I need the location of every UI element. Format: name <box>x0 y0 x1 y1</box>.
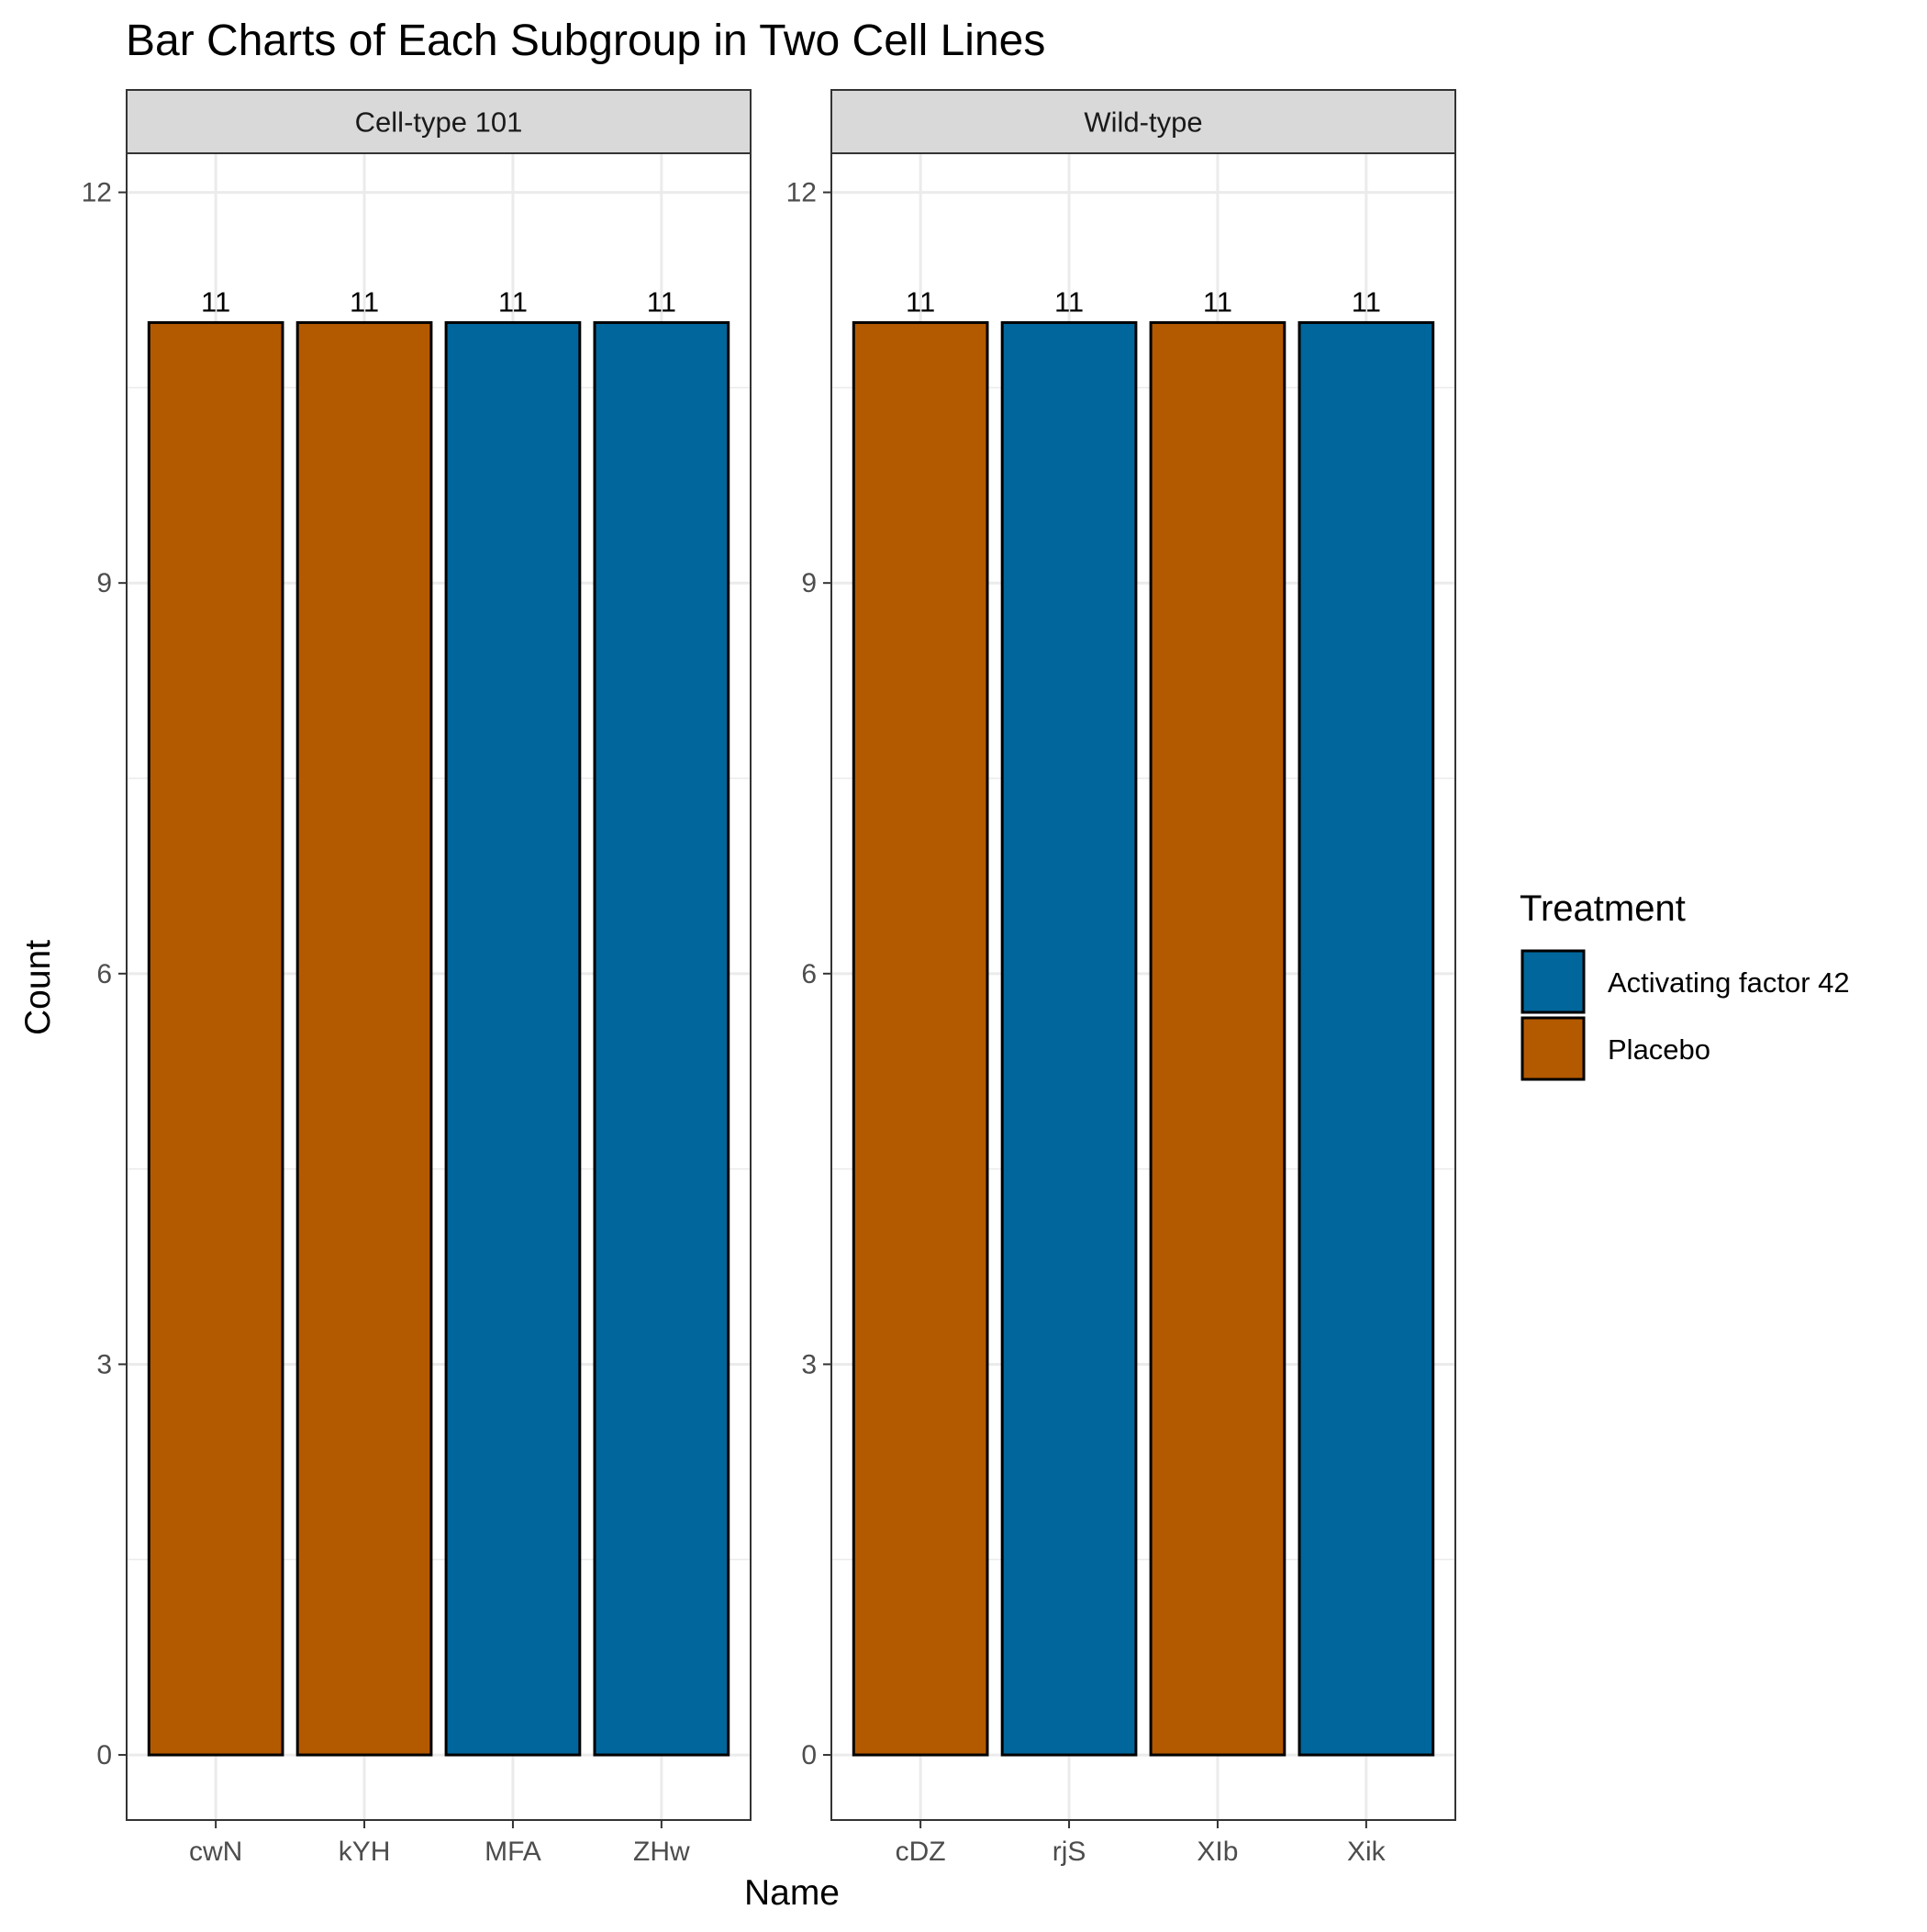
y-tick-label: 3 <box>96 1349 112 1379</box>
bar-value-label: 11 <box>1203 285 1232 318</box>
x-axis-title: Name <box>744 1873 840 1913</box>
legend-label: Placebo <box>1608 1033 1710 1066</box>
x-tick-label: XIb <box>1197 1837 1238 1867</box>
y-tick-label: 9 <box>96 568 112 598</box>
bar-ZHw <box>593 320 730 1757</box>
y-tick-label: 9 <box>801 568 817 598</box>
y-tick-label: 6 <box>96 959 112 989</box>
facet-strip-label: Cell-type 101 <box>355 106 523 139</box>
bar-value-label: 11 <box>1352 285 1381 318</box>
y-tick-label: 12 <box>82 178 112 208</box>
legend-key-1 <box>1520 1016 1586 1081</box>
x-tick-label: MFA <box>485 1837 541 1867</box>
bar-value-label: 11 <box>201 285 230 318</box>
bar-kYH <box>295 320 433 1757</box>
facet-strip-label: Wild-type <box>1084 106 1202 139</box>
x-tick-label: cDZ <box>896 1837 946 1867</box>
legend-label: Activating factor 42 <box>1608 966 1850 999</box>
facet-panel-1: Wild-type 11 cDZ 11 rjS 11 XIb 11 Xik 0 3 6 9 12 <box>786 89 1456 1867</box>
y-tick-label: 0 <box>96 1740 112 1770</box>
bar-value-label: 11 <box>647 285 676 318</box>
bar-MFA <box>444 320 582 1757</box>
x-tick-label: kYH <box>339 1837 391 1867</box>
bar-value-label: 11 <box>1054 285 1084 318</box>
x-tick-label: Xik <box>1347 1837 1387 1867</box>
y-tick-label: 12 <box>786 178 817 208</box>
x-tick-label: cwN <box>189 1837 242 1867</box>
panel-border <box>830 152 1456 1821</box>
bar-value-label: 11 <box>498 285 528 318</box>
legend-title: Treatment <box>1520 888 1686 929</box>
x-tick-label: ZHw <box>633 1837 690 1867</box>
bar-rjS <box>1000 320 1138 1757</box>
facet-panels: Cell-type 10111cwN11kYH11MFA11ZHw036912W… <box>82 89 1456 1867</box>
legend-key-0 <box>1520 949 1586 1014</box>
y-tick-label: 0 <box>801 1740 817 1770</box>
chart-title: Bar Charts of Each Subgroup in Two Cell … <box>126 17 1045 65</box>
x-tick-label: rjS <box>1053 1837 1086 1867</box>
facet-panel-0: Cell-type 101 11 cwN 11 kYH 11 MFA 11 ZHw 0 3 6 9 12 <box>82 89 752 1867</box>
y-tick-label: 3 <box>801 1349 817 1379</box>
bar-value-label: 11 <box>350 285 379 318</box>
bar-XIb <box>1149 320 1287 1757</box>
facet-strip <box>126 89 752 154</box>
y-tick-label: 6 <box>801 959 817 989</box>
panel-border <box>126 152 752 1821</box>
bar-Xik <box>1298 320 1435 1757</box>
bar-value-label: 11 <box>906 285 935 318</box>
y-axis-title: Count <box>18 940 58 1035</box>
bar-cDZ <box>852 320 989 1757</box>
bar-cwN <box>147 320 284 1757</box>
facet-strip <box>830 89 1456 154</box>
legend: Treatment Activating factor 42 Placebo <box>1520 888 1850 1081</box>
